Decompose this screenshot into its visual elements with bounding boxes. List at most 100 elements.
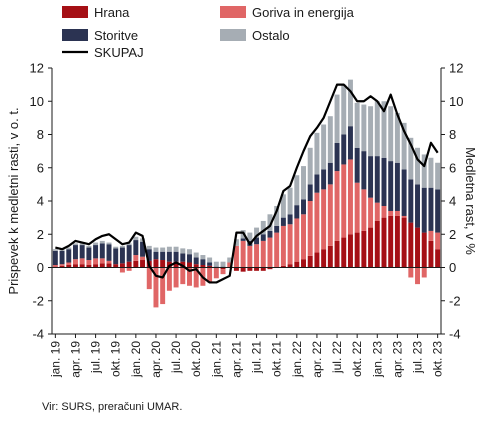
- bar-goriva-in-energija-2022-04: [314, 192, 320, 253]
- bar-goriva-in-energija-2021-02: [220, 269, 226, 275]
- bar-goriva-in-energija-2020-05: [160, 267, 166, 305]
- bar-hrana-2019-04: [72, 264, 78, 268]
- bar-hrana-2021-09: [267, 267, 273, 270]
- bar-goriva-in-energija-2020-03: [146, 267, 152, 290]
- bar-hrana-2022-09: [347, 234, 353, 268]
- bar-hrana-2020-01: [133, 260, 139, 268]
- x-tick-label: apr. 19: [68, 341, 82, 378]
- x-tick-label: jul. 22: [330, 341, 344, 374]
- bar-hrana-2020-11: [200, 265, 206, 268]
- bar-storitve-2020-03: [146, 249, 152, 261]
- bar-ostalo-2023-03: [388, 106, 394, 162]
- bar-ostalo-2022-01: [294, 175, 300, 206]
- y-tick-label-left: -2: [32, 293, 44, 308]
- bar-hrana-2020-05: [160, 260, 166, 268]
- y-axis-label-right: Medletna rast, v %: [463, 147, 478, 255]
- x-tick-label: apr. 22: [310, 341, 324, 378]
- legend-label-goriva-in-energija: Goriva in energija: [252, 5, 355, 20]
- bar-storitve-2022-02: [301, 199, 306, 215]
- bar-ostalo-2020-03: [146, 245, 152, 250]
- bar-goriva-in-energija-2019-02: [59, 264, 65, 266]
- bar-goriva-in-energija-2022-10: [354, 182, 360, 233]
- bar-goriva-in-energija-2020-01: [133, 255, 139, 261]
- bar-storitve-2021-12: [287, 214, 293, 225]
- bar-ostalo-2021-04: [233, 239, 239, 246]
- bar-ostalo-2022-11: [361, 104, 367, 152]
- x-tick-label: jan. 20: [129, 341, 143, 378]
- bar-storitve-2022-10: [354, 147, 360, 183]
- bar-hrana-2022-12: [368, 227, 374, 268]
- y-tick-label-right: 8: [449, 127, 456, 142]
- bar-storitve-2020-02: [140, 241, 146, 257]
- bar-storitve-2020-06: [166, 251, 172, 262]
- bar-storitve-2019-02: [59, 250, 65, 265]
- bar-hrana-2020-09: [187, 262, 192, 268]
- bar-storitve-2019-06: [86, 247, 92, 261]
- bar-ostalo-2022-08: [341, 84, 347, 135]
- bar-ostalo-2019-01: [52, 249, 58, 251]
- bar-ostalo-2020-07: [173, 246, 179, 252]
- bar-ostalo-2023-07: [415, 147, 420, 185]
- bar-storitve-2023-05: [401, 169, 407, 216]
- bar-storitve-2019-12: [126, 245, 132, 262]
- bar-storitve-2023-10: [435, 189, 441, 233]
- bar-storitve-2023-02: [381, 157, 387, 206]
- legend-swatch-goriva-in-energija: [220, 6, 246, 18]
- bar-goriva-in-energija-2021-09: [267, 237, 273, 268]
- bar-hrana-2022-07: [334, 240, 340, 268]
- y-tick-label-right: -4: [449, 327, 461, 342]
- bar-storitve-2019-07: [93, 245, 99, 259]
- bar-goriva-in-energija-2019-01: [52, 265, 58, 267]
- bar-ostalo-2023-09: [428, 157, 434, 188]
- bar-hrana-2023-01: [374, 220, 380, 268]
- bar-goriva-in-energija-2020-07: [173, 267, 179, 288]
- bar-storitve-2021-08: [260, 234, 266, 241]
- bar-goriva-in-energija-2023-06: [408, 267, 414, 278]
- bar-ostalo-2023-02: [381, 101, 387, 158]
- bar-hrana-2019-12: [126, 261, 132, 268]
- bar-goriva-in-energija-2021-04: [233, 245, 239, 268]
- bar-ostalo-2023-05: [401, 122, 407, 170]
- bar-goriva-in-energija-2019-11: [119, 267, 125, 273]
- y-tick-label-right: -2: [449, 293, 461, 308]
- bar-storitve-2023-07: [415, 184, 420, 228]
- bar-goriva-in-energija-2022-02: [301, 214, 306, 260]
- bar-storitve-2020-12: [207, 262, 213, 266]
- legend-swatch-storitve: [62, 29, 88, 41]
- bar-storitve-2021-09: [267, 230, 273, 238]
- bar-ostalo-2022-06: [327, 116, 333, 163]
- bar-hrana-2019-06: [86, 265, 92, 268]
- bar-ostalo-2019-12: [126, 243, 132, 246]
- bar-ostalo-2020-09: [187, 249, 192, 255]
- bar-hrana-2019-05: [79, 264, 85, 268]
- bar-goriva-in-energija-2019-03: [66, 262, 72, 265]
- bar-ostalo-2021-02: [220, 261, 226, 267]
- x-tick-label: jul. 23: [411, 341, 425, 374]
- bar-hrana-2021-02: [220, 267, 226, 270]
- bar-ostalo-2022-05: [321, 124, 327, 170]
- bar-storitve-2023-03: [388, 161, 394, 211]
- bar-storitve-2022-01: [294, 205, 300, 219]
- bar-hrana-2023-05: [401, 217, 407, 268]
- x-tick-label: apr. 20: [149, 341, 163, 378]
- y-tick-label-right: 2: [449, 227, 456, 242]
- bar-goriva-in-energija-2022-09: [347, 159, 353, 235]
- bar-hrana-2019-08: [99, 263, 105, 268]
- bar-ostalo-2022-09: [347, 79, 353, 127]
- bar-goriva-in-energija-2022-01: [294, 218, 300, 262]
- bar-hrana-2021-08: [260, 267, 266, 271]
- x-tick-label: okt. 20: [189, 341, 203, 377]
- bar-goriva-in-energija-2021-11: [280, 225, 286, 266]
- x-tick-label: jan. 19: [48, 341, 62, 378]
- x-tick-label: okt. 19: [109, 341, 123, 377]
- x-tick-label: okt. 22: [350, 341, 364, 377]
- bar-goriva-in-energija-2022-12: [368, 197, 374, 228]
- bar-goriva-in-energija-2023-04: [394, 210, 400, 216]
- bar-goriva-in-energija-2022-08: [341, 164, 347, 238]
- bar-storitve-2020-11: [200, 259, 206, 266]
- bar-goriva-in-energija-2021-05: [240, 240, 246, 268]
- bar-goriva-in-energija-2021-06: [247, 245, 253, 268]
- bar-storitve-2022-08: [341, 134, 347, 165]
- bar-hrana-2020-07: [173, 261, 179, 268]
- bar-storitve-2019-08: [99, 243, 105, 259]
